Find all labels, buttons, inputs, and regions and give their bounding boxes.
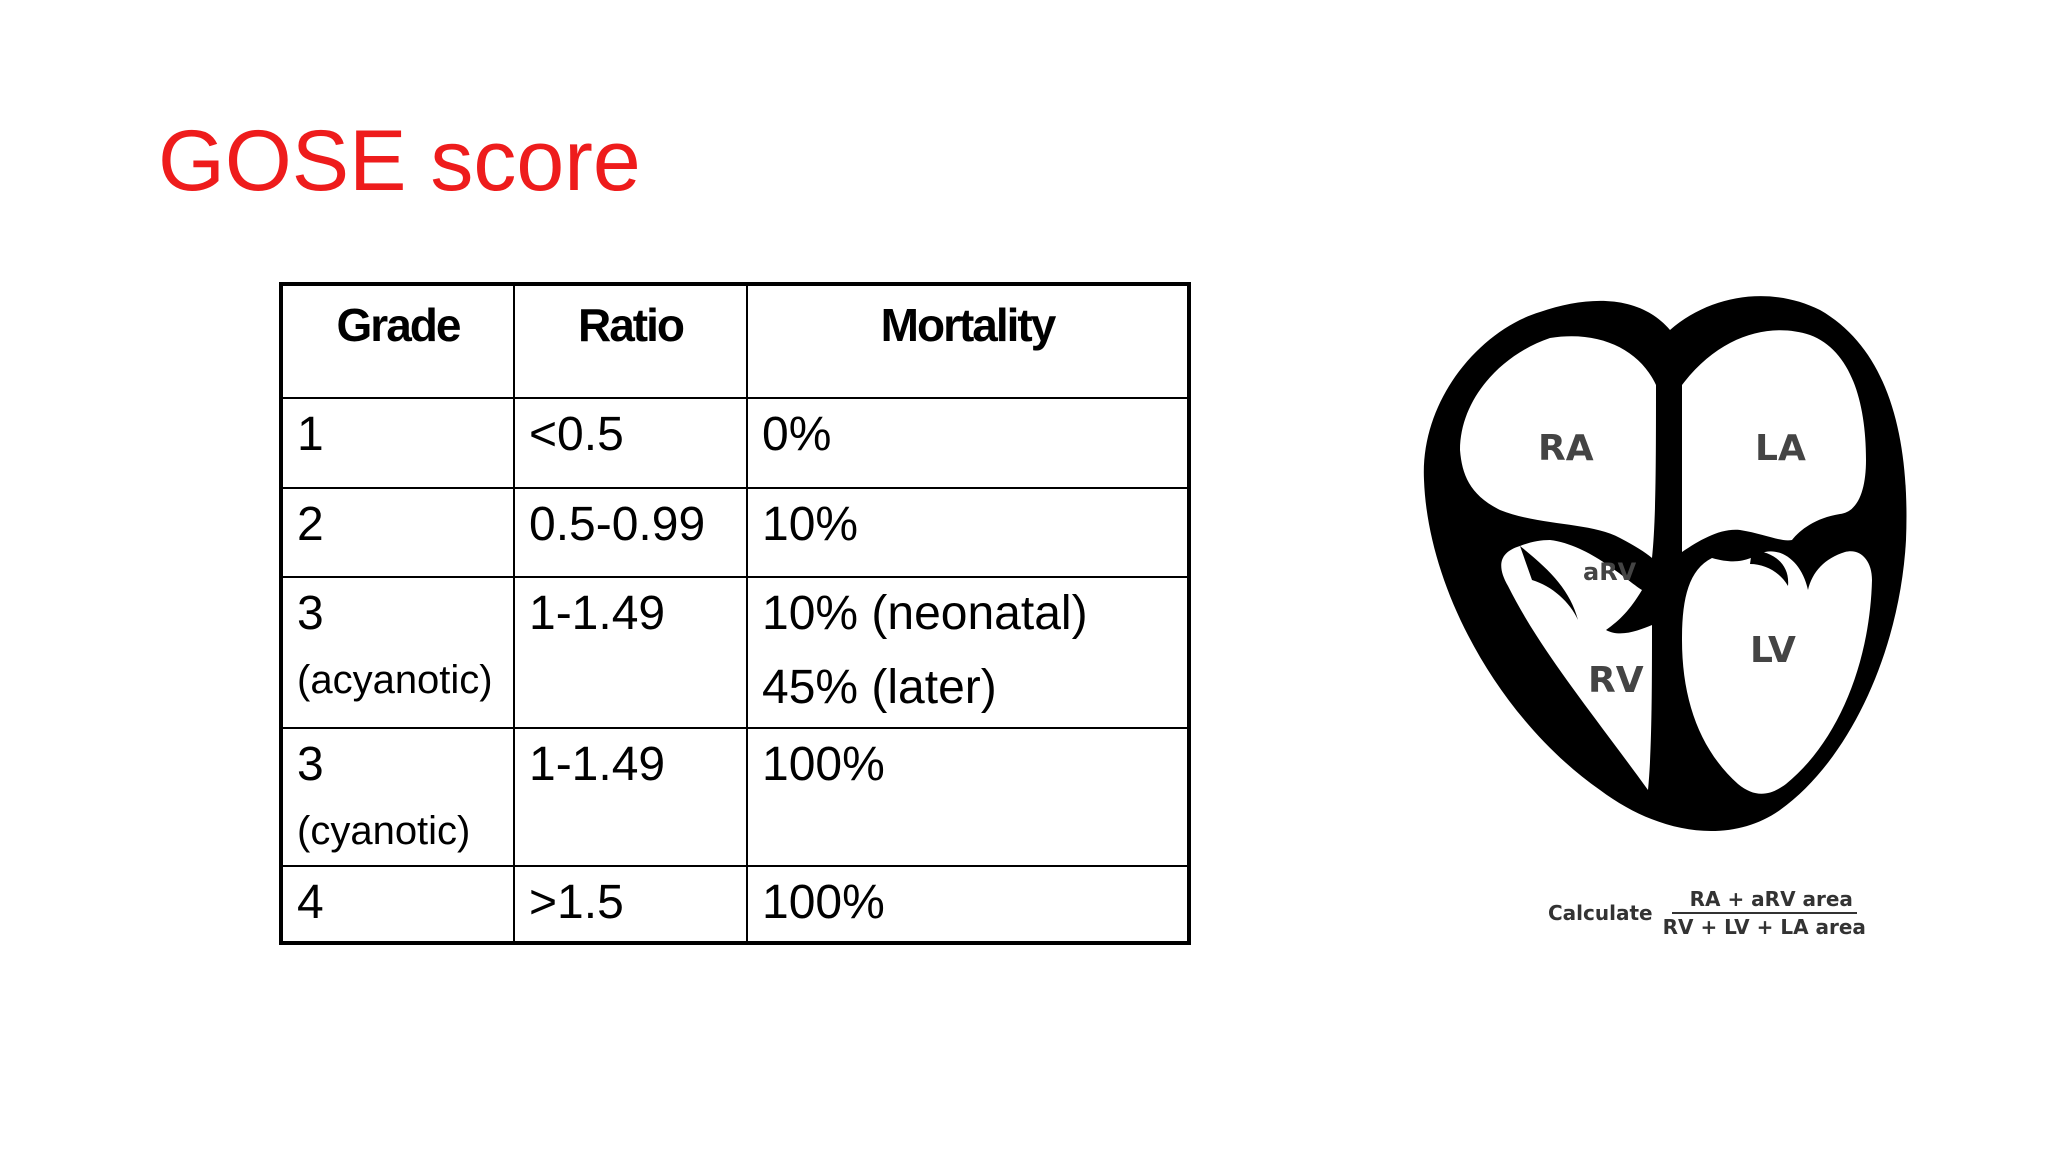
formula-numerator: RA + aRV area (1671, 888, 1857, 914)
ratio-cell: <0.5 (513, 397, 748, 489)
grade-value: 2 (297, 498, 324, 551)
grade-cell: 4 (280, 865, 515, 944)
table-row: 1 <0.5 0% (280, 397, 1190, 489)
table-row: 3 (acyanotic) 1-1.49 10% (neonatal) 45% … (280, 576, 1190, 729)
lv-chamber (1682, 551, 1872, 794)
formula-denominator: RV + LV + LA area (1662, 915, 1866, 939)
lv-leaflet (1750, 550, 1789, 586)
arv-flap (1520, 546, 1578, 620)
ratio-cell: >1.5 (513, 865, 748, 944)
mortality-cell: 10% (neonatal) 45% (later) (746, 576, 1190, 729)
mortality-value-secondary: 45% (later) (762, 661, 997, 714)
formula-prefix: Calculate (1548, 901, 1653, 925)
formula-fraction: RA + aRV area RV + LV + LA area (1663, 888, 1866, 938)
label-arv: aRV (1583, 558, 1637, 586)
la-chamber (1682, 330, 1866, 552)
header-mortality: Mortality (746, 283, 1190, 399)
mortality-cell: 10% (746, 487, 1190, 578)
table-row: 3 (cyanotic) 1-1.49 100% (280, 727, 1190, 867)
label-ra: RA (1538, 428, 1594, 469)
grade-cell: 1 (280, 397, 515, 489)
ratio-cell: 1-1.49 (513, 576, 748, 729)
grade-subtype: (cyanotic) (297, 809, 471, 853)
ra-chamber (1460, 336, 1656, 558)
grade-subtype: (acyanotic) (297, 658, 493, 702)
rv-chamber (1501, 540, 1652, 790)
grade-value: 1 (297, 408, 324, 461)
grade-cell: 3 (cyanotic) (280, 727, 515, 867)
grade-cell: 3 (acyanotic) (280, 576, 515, 729)
label-la: LA (1755, 428, 1806, 469)
table-header-row: Grade Ratio Mortality (280, 283, 1190, 399)
ratio-formula: Calculate RA + aRV area RV + LV + LA are… (1548, 888, 1866, 938)
header-ratio: Ratio (513, 283, 748, 399)
table-row: 2 0.5-0.99 10% (280, 487, 1190, 578)
heart-diagram: RA LA aRV RV LV (1423, 296, 1907, 832)
grade-cell: 2 (280, 487, 515, 578)
label-lv: LV (1750, 630, 1796, 671)
ratio-cell: 1-1.49 (513, 727, 748, 867)
label-rv: RV (1588, 660, 1644, 701)
ratio-cell: 0.5-0.99 (513, 487, 748, 578)
header-grade: Grade (280, 283, 515, 399)
grade-table: Grade Ratio Mortality 1 <0.5 0% 2 0.5-0.… (279, 282, 1191, 945)
mortality-cell: 100% (746, 727, 1190, 867)
mortality-cell: 0% (746, 397, 1190, 489)
slide-title: GOSE score (158, 113, 641, 209)
grade-value: 4 (297, 876, 324, 929)
mortality-cell: 100% (746, 865, 1190, 944)
grade-value: 3 (297, 587, 324, 640)
grade-value: 3 (297, 738, 324, 791)
mortality-value: 10% (neonatal) (762, 587, 1088, 640)
table-row: 4 >1.5 100% (280, 865, 1190, 944)
